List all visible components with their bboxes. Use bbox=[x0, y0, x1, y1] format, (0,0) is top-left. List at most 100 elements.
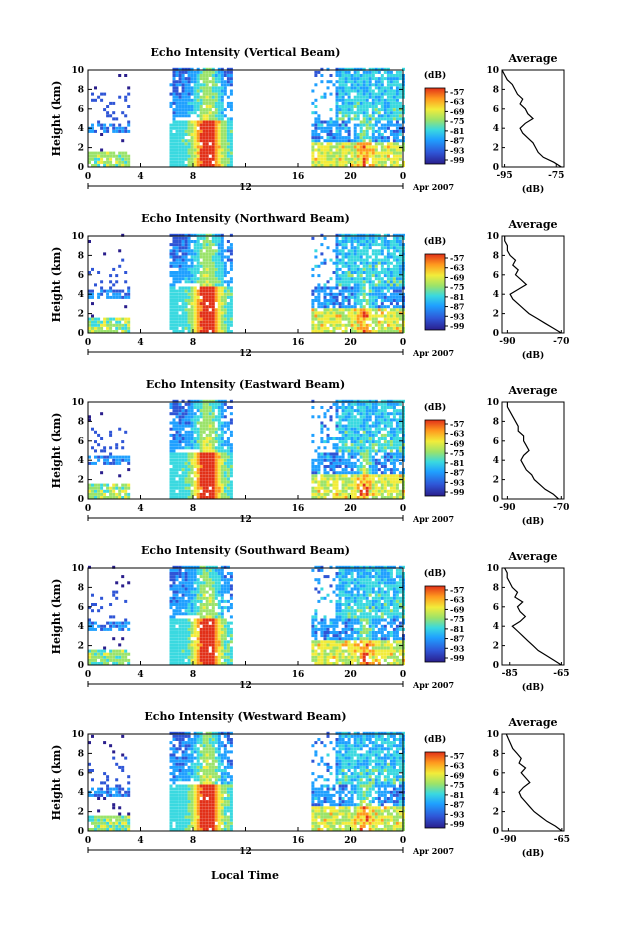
heatmap-cell bbox=[211, 249, 215, 253]
heatmap-cell bbox=[395, 480, 399, 484]
heatmap-cell bbox=[383, 129, 387, 133]
heatmap-cell bbox=[220, 446, 224, 450]
heatmap-cell bbox=[359, 421, 363, 425]
heatmap-cell bbox=[115, 160, 119, 164]
heatmap-cell bbox=[359, 111, 363, 115]
heatmap-cell bbox=[392, 105, 396, 108]
heatmap-cell bbox=[184, 129, 188, 133]
heatmap-cell bbox=[223, 299, 227, 302]
heatmap-cell bbox=[205, 277, 209, 281]
heatmap-cell bbox=[377, 92, 381, 96]
heatmap-cell bbox=[127, 627, 131, 631]
heatmap-cell bbox=[181, 74, 185, 77]
heatmap-cell bbox=[377, 480, 381, 484]
heatmap-cell bbox=[193, 240, 197, 243]
heatmap-cell bbox=[386, 399, 390, 403]
heatmap-cell bbox=[389, 74, 393, 77]
heatmap-cell bbox=[341, 240, 345, 243]
heatmap-cell bbox=[359, 477, 363, 481]
heatmap-cell bbox=[202, 271, 206, 274]
heatmap-cell bbox=[329, 126, 333, 130]
heatmap-cell bbox=[178, 98, 182, 102]
heatmap-cell bbox=[190, 108, 194, 112]
heatmap-cell bbox=[172, 86, 176, 90]
heatmap-cell bbox=[187, 295, 191, 299]
heatmap-cell bbox=[172, 277, 176, 281]
heatmap-cell bbox=[359, 98, 363, 102]
heatmap-cell bbox=[344, 67, 348, 71]
heatmap-cell bbox=[205, 421, 209, 425]
heatmap-cell bbox=[214, 95, 218, 99]
heatmap-cell bbox=[389, 299, 393, 302]
heatmap-cell bbox=[338, 108, 342, 112]
heatmap-cell bbox=[223, 267, 227, 271]
heatmap-cell bbox=[353, 443, 357, 447]
heatmap-cell bbox=[374, 157, 378, 161]
heatmap-cell bbox=[184, 662, 188, 665]
heatmap-cell bbox=[344, 461, 348, 465]
heatmap-cell bbox=[175, 314, 179, 318]
heatmap-cell bbox=[380, 160, 384, 164]
heatmap-cell bbox=[389, 80, 393, 84]
heatmap-cell bbox=[178, 652, 182, 656]
heatmap-cell bbox=[368, 261, 372, 265]
heatmap-cell bbox=[196, 489, 200, 493]
heatmap-cell bbox=[371, 314, 375, 318]
heatmap-cell bbox=[353, 305, 357, 309]
heatmap-cell bbox=[193, 120, 197, 124]
heatmap-cell bbox=[226, 74, 230, 77]
heatmap-cell bbox=[103, 649, 107, 653]
heatmap-cell bbox=[118, 123, 122, 127]
heatmap-cell bbox=[97, 123, 101, 127]
heatmap-cell bbox=[217, 283, 221, 287]
heatmap-cell bbox=[121, 486, 125, 490]
heatmap-cell bbox=[398, 233, 402, 237]
heatmap-cell bbox=[97, 443, 101, 447]
heatmap-cell bbox=[124, 295, 128, 299]
heatmap-cell bbox=[169, 655, 173, 659]
heatmap-cell bbox=[383, 409, 387, 413]
heatmap-cell bbox=[91, 624, 94, 628]
heatmap-cell bbox=[380, 415, 384, 419]
heatmap-cell bbox=[347, 142, 351, 146]
heatmap-cell bbox=[88, 289, 91, 293]
heatmap-cell bbox=[193, 437, 197, 440]
heatmap-cell bbox=[374, 489, 378, 493]
heatmap-cell bbox=[335, 252, 339, 256]
heatmap-cell bbox=[103, 483, 107, 487]
heatmap-cell bbox=[365, 406, 369, 409]
heatmap-cell bbox=[178, 101, 182, 105]
heatmap-cell bbox=[223, 70, 227, 74]
average-frame bbox=[501, 401, 565, 500]
heatmap-cell bbox=[196, 89, 200, 93]
heatmap-cell bbox=[341, 427, 345, 431]
heatmap-cell bbox=[338, 164, 342, 167]
heatmap-cell bbox=[350, 151, 354, 155]
heatmap-cell bbox=[124, 486, 128, 490]
heatmap-cell bbox=[100, 126, 104, 130]
heatmap-cell bbox=[347, 283, 351, 287]
heatmap-cell bbox=[220, 136, 224, 140]
heatmap-cell bbox=[317, 151, 321, 155]
heatmap-cell bbox=[347, 67, 351, 71]
heatmap-cell bbox=[359, 409, 363, 413]
heatmap-cell bbox=[347, 446, 351, 450]
heatmap-cell bbox=[332, 151, 336, 155]
heatmap-cell bbox=[380, 427, 384, 431]
heatmap-cell bbox=[374, 483, 378, 487]
heatmap-cell bbox=[344, 70, 348, 74]
heatmap-cell bbox=[199, 126, 203, 130]
heatmap-cell bbox=[184, 584, 188, 588]
heatmap-cell bbox=[109, 160, 113, 164]
heatmap-cell bbox=[359, 271, 363, 274]
heatmap-cell bbox=[199, 465, 203, 468]
heatmap-cell bbox=[172, 492, 176, 496]
heatmap-cell bbox=[172, 486, 176, 490]
heatmap-cell bbox=[389, 427, 393, 431]
heatmap-cell bbox=[184, 286, 188, 290]
heatmap-cell bbox=[193, 157, 197, 161]
heatmap-cell bbox=[386, 418, 390, 422]
heatmap-cell bbox=[320, 455, 324, 459]
heatmap-cell bbox=[202, 412, 206, 416]
heatmap-cell bbox=[112, 624, 116, 628]
